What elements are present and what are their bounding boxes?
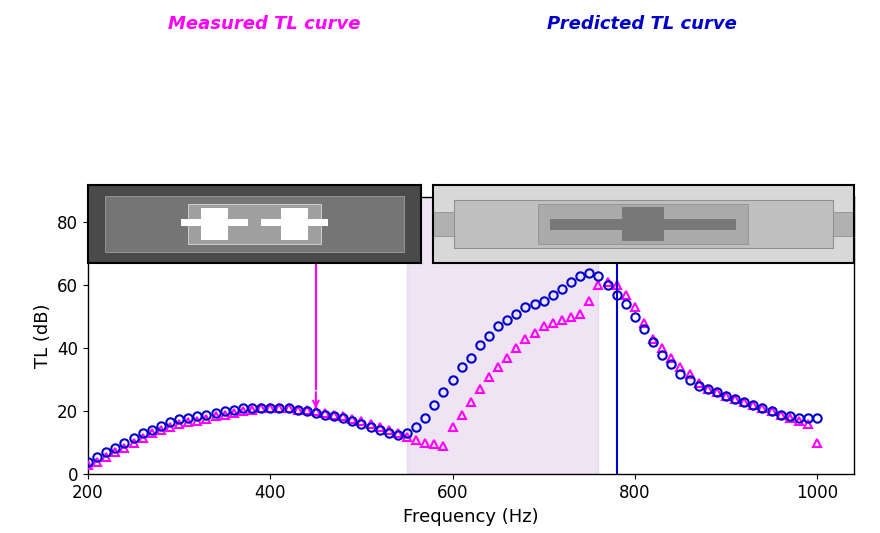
Text: Predicted TL curve: Predicted TL curve [547, 15, 737, 33]
Text: Measured TL curve: Measured TL curve [168, 15, 360, 33]
Bar [832, 212, 854, 236]
Bar [433, 212, 453, 236]
Bar [181, 219, 247, 225]
Bar [105, 197, 404, 252]
Bar [622, 207, 664, 241]
Bar [453, 200, 832, 248]
X-axis label: Frequency (Hz): Frequency (Hz) [403, 507, 539, 526]
Y-axis label: TL (dB): TL (dB) [33, 303, 52, 368]
Bar [281, 208, 308, 240]
Bar [538, 204, 748, 244]
Bar [187, 204, 321, 244]
Bar [202, 208, 228, 240]
Bar [407, 197, 598, 474]
Bar [261, 219, 327, 225]
Bar [550, 219, 736, 230]
